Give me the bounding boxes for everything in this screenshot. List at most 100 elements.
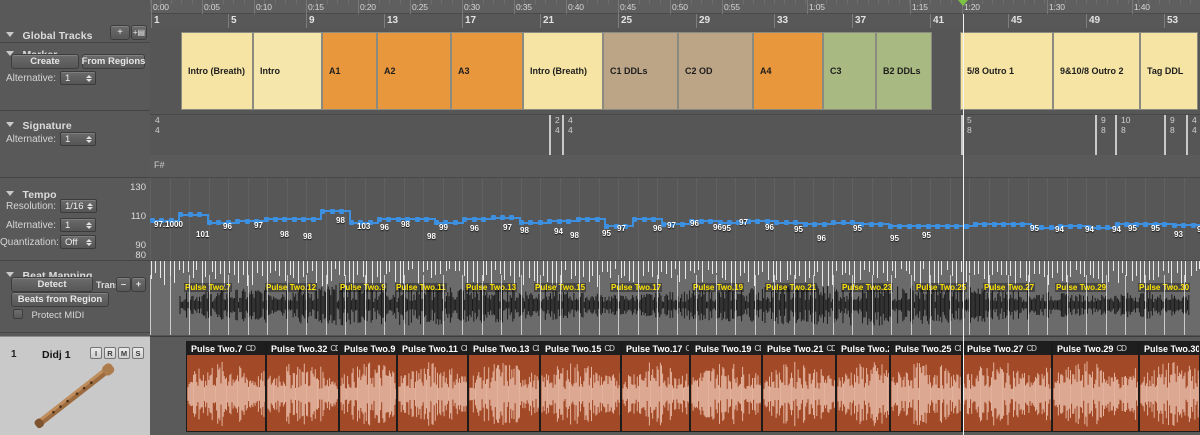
disclosure-triangle-icon[interactable] [6, 122, 14, 128]
beat-map-region-label[interactable]: Pulse Two.29 [1055, 283, 1108, 292]
tempo-node[interactable] [405, 216, 411, 222]
tempo-node[interactable] [727, 220, 733, 226]
tempo-node[interactable] [991, 221, 997, 227]
transient-tick[interactable] [275, 261, 277, 271]
add-global-track-button[interactable]: + [110, 25, 130, 40]
stepper-arrows-icon[interactable] [85, 220, 93, 230]
transient-tick[interactable] [983, 261, 985, 279]
tempo-node[interactable] [490, 215, 496, 221]
transient-tick[interactable] [1162, 261, 1164, 271]
transient-tick[interactable] [798, 261, 800, 277]
global-tracks-header[interactable]: Global Tracks + +▤ [0, 24, 150, 42]
marker-track-lane[interactable]: Intro (Breath) Intro A1 A2 A3 Intro (Breath) C… [150, 28, 1200, 114]
audio-region[interactable]: Pulse Two.9CD [339, 341, 397, 432]
tempo-node[interactable] [774, 220, 780, 226]
transient-tick[interactable] [1010, 261, 1012, 277]
transient-tick[interactable] [1185, 261, 1187, 282]
tempo-node[interactable] [500, 215, 505, 221]
transient-tick[interactable] [1149, 261, 1151, 280]
transient-tick[interactable] [431, 261, 433, 278]
transient-tick[interactable] [312, 261, 314, 272]
transient-tick[interactable] [836, 261, 838, 271]
transient-tick[interactable] [256, 261, 258, 274]
tempo-node[interactable] [632, 216, 638, 222]
tempo-segment[interactable] [1114, 223, 1144, 226]
transient-tick[interactable] [602, 261, 604, 272]
transient-tick[interactable] [1070, 261, 1072, 278]
transient-tick[interactable] [597, 261, 599, 287]
transient-tick[interactable] [533, 261, 535, 282]
track-solo-button[interactable]: S [132, 347, 144, 359]
region-title-bar[interactable]: Pulse Two.30C [1140, 342, 1199, 355]
tempo-node[interactable] [225, 220, 231, 226]
tempo-node[interactable] [272, 216, 278, 222]
tempo-node[interactable] [178, 212, 184, 218]
tempo-node[interactable] [840, 220, 846, 226]
tempo-node[interactable] [263, 216, 269, 222]
tempo-node[interactable] [897, 223, 903, 229]
transient-tick[interactable] [675, 261, 677, 270]
marker-region[interactable]: 5/8 Outro 1 [960, 32, 1053, 110]
tempo-node[interactable] [1143, 221, 1149, 227]
transient-tick[interactable] [621, 261, 623, 279]
transient-tick[interactable] [163, 261, 165, 285]
transient-tick[interactable] [588, 261, 590, 282]
transient-tick[interactable] [522, 261, 524, 286]
tempo-node[interactable] [935, 223, 941, 229]
track-buttons[interactable]: I R M S [90, 347, 144, 359]
audio-region[interactable]: Pulse Two.21 CD [762, 341, 836, 432]
transient-tick[interactable] [748, 261, 750, 283]
transient-tick[interactable] [251, 261, 253, 285]
transient-tick[interactable] [712, 261, 714, 275]
transient-tick[interactable] [960, 261, 962, 272]
track-header-didj-1[interactable]: 1 Didj 1 I R M S [0, 336, 150, 435]
beat-map-region-label[interactable]: Pulse Two.27 [983, 283, 1036, 292]
marker-region[interactable]: C3 [823, 32, 876, 110]
stepper-arrows-icon[interactable] [85, 73, 93, 83]
disclosure-triangle-icon[interactable] [6, 191, 14, 197]
tempo-node[interactable] [377, 216, 383, 222]
transient-tick[interactable] [623, 261, 625, 276]
transient-tick[interactable] [371, 261, 373, 285]
tempo-node[interactable] [1048, 225, 1054, 231]
tempo-node[interactable] [859, 221, 865, 227]
transient-tick[interactable] [509, 261, 511, 276]
tempo-node[interactable] [670, 221, 676, 227]
track-record-button[interactable]: R [104, 347, 116, 359]
transients-minus-button[interactable]: – [116, 277, 131, 292]
transient-tick[interactable] [591, 261, 593, 276]
transient-tick[interactable] [827, 261, 829, 286]
transient-tick[interactable] [772, 261, 774, 282]
transient-tick[interactable] [246, 261, 248, 286]
audio-region[interactable]: Pulse Two.23C [836, 341, 890, 432]
transient-tick[interactable] [335, 261, 337, 270]
marker-region[interactable]: C1 DDLs [603, 32, 678, 110]
transient-tick[interactable] [1153, 261, 1155, 281]
marker-region[interactable]: A4 [753, 32, 823, 110]
tempo-node[interactable] [585, 216, 591, 222]
transient-tick[interactable] [690, 261, 691, 271]
marker-region[interactable]: B2 DDLs [876, 32, 932, 110]
tempo-node[interactable] [159, 218, 165, 224]
beat-map-region-label[interactable]: Pulse Two.21 [765, 283, 818, 292]
tempo-node[interactable] [755, 218, 761, 224]
transient-tick[interactable] [753, 261, 755, 287]
transient-tick[interactable] [178, 261, 180, 271]
transient-tick[interactable] [929, 261, 931, 287]
transient-tick[interactable] [610, 261, 612, 279]
transient-tick[interactable] [551, 261, 553, 286]
transient-tick[interactable] [693, 261, 695, 274]
signature-change-line[interactable] [1095, 115, 1097, 155]
stepper-arrows-icon[interactable] [86, 201, 94, 211]
transient-tick[interactable] [978, 261, 980, 274]
tempo-segment[interactable] [291, 218, 321, 221]
beats-from-region-button[interactable]: Beats from Region [11, 292, 109, 307]
transient-tick[interactable] [725, 261, 727, 281]
tempo-node[interactable] [972, 221, 978, 227]
transient-tick[interactable] [339, 261, 341, 276]
audio-region[interactable]: Pulse Two.11CD [397, 341, 468, 432]
tempo-node[interactable] [537, 220, 543, 226]
transient-tick[interactable] [790, 261, 792, 276]
transient-tick[interactable] [490, 261, 492, 285]
